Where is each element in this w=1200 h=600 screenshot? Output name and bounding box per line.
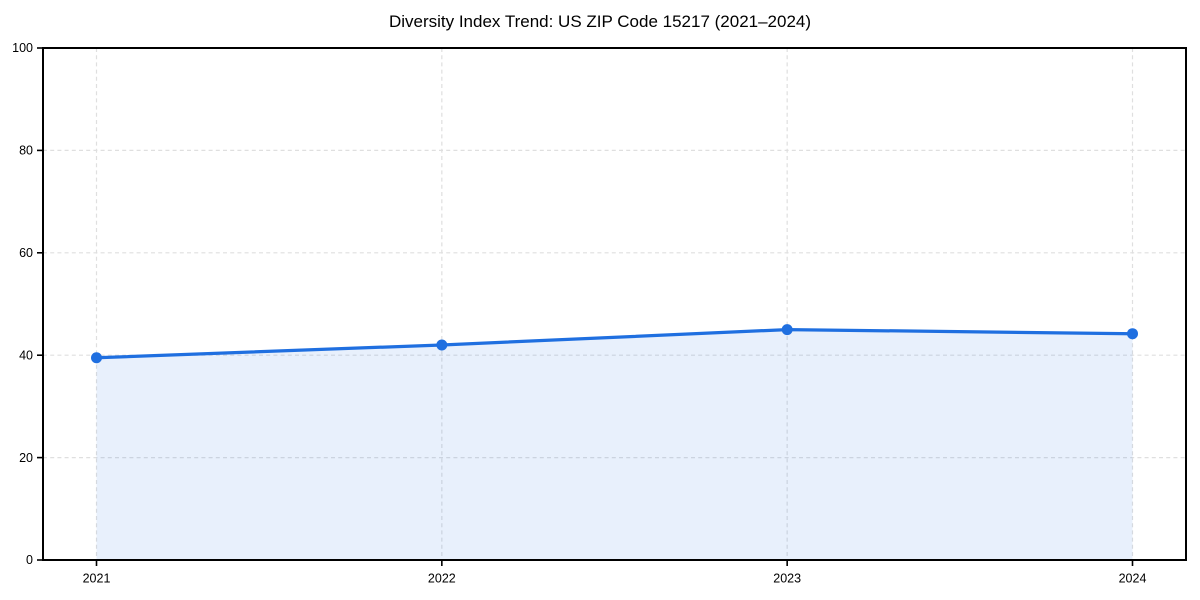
data-point-2021 xyxy=(91,352,102,364)
x-tick-label: 2024 xyxy=(1119,572,1147,586)
x-tick-label: 2023 xyxy=(773,572,801,586)
area-fill xyxy=(96,329,1133,560)
y-tick-label: 80 xyxy=(19,144,33,158)
data-point-2023 xyxy=(781,324,793,336)
y-tick-label: 40 xyxy=(19,348,33,362)
data-point-2024 xyxy=(1127,328,1138,340)
y-tick-label: 100 xyxy=(12,41,33,55)
y-tick-label: 60 xyxy=(19,246,33,260)
y-tick-label: 20 xyxy=(19,451,33,465)
y-tick-label: 0 xyxy=(26,553,33,567)
plot-border xyxy=(42,47,1187,561)
trend-line xyxy=(94,327,1135,360)
x-tick-label: 2022 xyxy=(428,572,456,586)
x-tick-label: 2021 xyxy=(83,572,111,586)
chart-title: Diversity Index Trend: US ZIP Code 15217… xyxy=(388,12,812,31)
data-point-2022 xyxy=(436,339,448,351)
